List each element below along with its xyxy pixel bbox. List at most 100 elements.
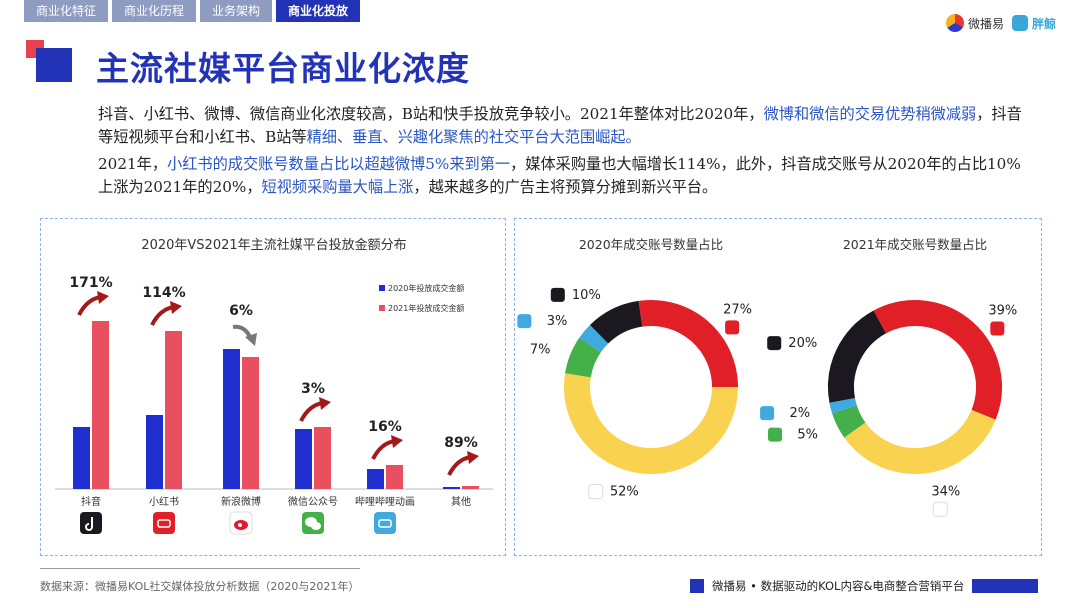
- nav-tabs: 商业化特征 商业化历程 业务架构 商业化投放: [24, 0, 361, 22]
- tab-business-structure[interactable]: 业务架构: [200, 0, 273, 22]
- donut-value-label: 34%: [931, 484, 960, 499]
- weibo-icon: [932, 501, 948, 517]
- bar-category-label: 小红书: [149, 495, 179, 508]
- data-source-note: 数据来源：微播易KOL社交媒体投放分析数据（2020与2021年）: [40, 580, 360, 593]
- bilibili-icon: [760, 406, 775, 421]
- trend-arrowhead-icon: [391, 435, 403, 448]
- donut-value-label: 52%: [610, 485, 639, 500]
- donut-2020-title: 2020年成交账号数量占比: [579, 237, 723, 252]
- donut-value-label: 7%: [530, 342, 551, 357]
- bar-2020-0: [73, 427, 90, 489]
- para1-highlight-1: 微博和微信的交易优势稍微减弱: [763, 105, 977, 123]
- bar-growth-label: 3%: [301, 381, 325, 397]
- bar-category-label: 微信公众号: [288, 495, 338, 508]
- donut-value-label: 10%: [572, 288, 601, 303]
- bar-2020-3: [295, 429, 312, 489]
- bar-category-label: 抖音: [81, 495, 101, 508]
- bar-2021-3: [314, 427, 331, 489]
- tab-commercial-history[interactable]: 商业化历程: [112, 0, 197, 22]
- wechat-icon: [768, 427, 783, 442]
- douyin-icon: [550, 287, 565, 302]
- bilibili-icon: [374, 512, 396, 534]
- bar-2021-0: [92, 321, 109, 489]
- legend-swatch-2020: [379, 285, 385, 291]
- weiboyi-logo-text: 微播易: [967, 16, 1004, 31]
- trend-arrow-up-icon: [299, 401, 324, 422]
- intro-paragraph-1: 抖音、小红书、微博、微信商业化浓度较高，B站和快手投放竞争较小。2021年整体对…: [98, 103, 1028, 149]
- donut-segment-小红书: [638, 300, 738, 388]
- bar-category-label: 哔哩哔哩动画: [355, 495, 415, 508]
- donut-value-label: 2%: [789, 406, 810, 421]
- legend-label-2021: 2021年投放成交金额: [388, 303, 464, 313]
- weiboyi-logo: 微播易: [945, 14, 1004, 32]
- donut-segment-抖音: [828, 310, 887, 403]
- icon-glyph-shape: [378, 519, 392, 528]
- weibo-icon-eye: [238, 523, 242, 527]
- bar-2021-2: [242, 357, 259, 489]
- douyin-note-shape: [85, 517, 93, 531]
- bar-2021-4: [386, 465, 403, 489]
- trend-arrowhead-icon: [245, 333, 257, 346]
- donut-2021-title: 2021年成交账号数量占比: [843, 237, 987, 252]
- donut-charts: 2020年成交账号数量占比 2021年成交账号数量占比 52% 7% 3% 10% 27…: [500, 237, 1017, 517]
- donut-value-label: 20%: [788, 336, 817, 351]
- bar-growth-label: 16%: [368, 419, 402, 435]
- bar-2020-4: [367, 469, 384, 489]
- bar-2020-5: [443, 487, 460, 489]
- donut-value-label: 39%: [988, 303, 1017, 318]
- legend-label-2020: 2020年投放成交金额: [388, 283, 464, 293]
- icon-glyph-shape: [157, 519, 171, 528]
- legend-swatch-2021: [379, 305, 385, 311]
- donut-value-label: 3%: [547, 314, 568, 329]
- trend-arrowhead-icon: [170, 301, 182, 314]
- weiboyi-logo-icon: [945, 14, 964, 32]
- trend-arrow-up-icon: [371, 439, 396, 460]
- footer-divider: [40, 568, 360, 569]
- para2-highlight-1: 小红书的成交账号数量占比以超越微博5%来到第一: [167, 155, 511, 173]
- donut-segment-B站: [579, 324, 609, 353]
- bar-2021-5: [462, 486, 479, 489]
- donut-segment-B站: [829, 397, 857, 414]
- tab-commercial-ads[interactable]: 商业化投放: [276, 0, 361, 22]
- bar-chart-title: 2020年VS2021年主流社媒平台投放金额分布: [141, 237, 406, 253]
- bar-chart-legend: 2020年投放成交金额 2021年投放成交金额: [379, 283, 464, 313]
- donut-value-label: 27%: [723, 302, 752, 317]
- page-title: 主流社媒平台商业化浓度: [96, 49, 470, 88]
- trend-arrow-up-icon: [447, 455, 472, 476]
- para2-highlight-2: 短视频采购量大幅上涨: [261, 178, 414, 196]
- trend-arrow-up-icon: [77, 295, 102, 316]
- weibo-icon: [588, 484, 604, 500]
- para2-text-1: 2021年，: [98, 155, 168, 173]
- bar-growth-label: 114%: [142, 285, 185, 301]
- xiaohongshu-icon: [990, 321, 1005, 336]
- bar-2020-2: [223, 349, 240, 489]
- bilibili-icon: [517, 314, 532, 329]
- donut-segment-微博: [844, 409, 996, 474]
- pangjing-logo-text: 胖鲸: [1031, 16, 1056, 31]
- para2-text-2: ，媒体采购量也大幅增长114%，此外，抖音成交账号从2020年的占比10%上涨为…: [98, 155, 1021, 196]
- intro-paragraph-2: 2021年，小红书的成交账号数量占比以超越微博5%来到第一，媒体采购量也大幅增长…: [98, 153, 1028, 199]
- footer-bar: [972, 579, 1039, 593]
- bar-growth-label: 6%: [229, 303, 253, 319]
- footer-tagline-text: 微播易 • 数据驱动的KOL内容&电商整合营销平台: [712, 579, 965, 593]
- donut-segment-小红书: [873, 300, 1002, 420]
- trend-arrowhead-icon: [467, 451, 479, 464]
- para1-text-2: ，抖音等短视频平台和小红书、B站等: [98, 105, 1022, 146]
- para1-highlight-2: 精细、垂直、兴趣化聚焦的社交平台大范围崛起。: [306, 128, 641, 146]
- trend-arrowhead-icon: [97, 291, 109, 304]
- bar-chart: 2020年VS2021年主流社媒平台投放金额分布 2020年投放成交金额 202…: [55, 237, 493, 535]
- xiaohongshu-icon: [725, 320, 740, 335]
- donut-chart-panel: 2020年成交账号数量占比 2021年成交账号数量占比 52% 7% 3% 10% 27…: [500, 218, 1042, 556]
- donut-segment-微信: [832, 404, 866, 438]
- title-decoration-blue: [36, 48, 72, 82]
- footer-square: [690, 579, 704, 593]
- bar-category-label: 新浪微博: [221, 495, 261, 508]
- bar-2020-1: [146, 415, 163, 489]
- donut-value-label: 5%: [797, 428, 818, 443]
- bar-growth-label: 89%: [444, 435, 478, 451]
- brand-logos: 微播易 胖鲸: [945, 14, 1056, 32]
- tab-commercial-features[interactable]: 商业化特征: [24, 0, 109, 22]
- para1-text-1: 抖音、小红书、微博、微信商业化浓度较高，B站和快手投放竞争较小。2021年整体对…: [98, 105, 764, 123]
- donut-segment-微博: [564, 373, 738, 474]
- bar-category-label: 其他: [451, 495, 471, 508]
